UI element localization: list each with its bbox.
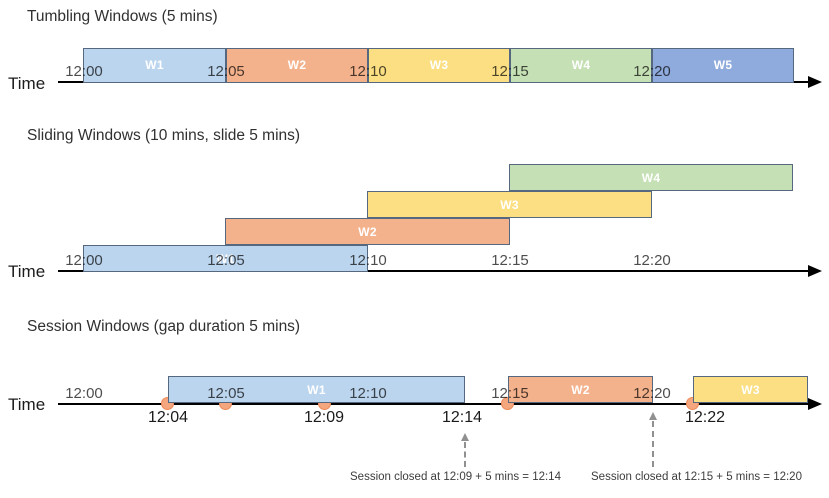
session-tick-1215: 12:15 xyxy=(491,385,529,402)
session-window-w2-label: W2 xyxy=(571,382,590,397)
session-annotation-2: Session closed at 12:15 + 5 mins = 12:20 xyxy=(591,471,802,483)
session-title: Session Windows (gap duration 5 mins) xyxy=(27,318,301,335)
sliding-window-w4-label: W4 xyxy=(641,170,661,185)
session-sub-label-1214: 12:14 xyxy=(441,409,483,426)
tumbling-window-w5: W5 xyxy=(652,48,794,83)
tumbling-window-w4: W4 xyxy=(510,48,652,83)
sliding-window-w4: W4 xyxy=(509,164,793,191)
tumbling-tick-1205: 12:05 xyxy=(207,63,245,80)
callout-arrow-up-icon-2 xyxy=(649,412,657,420)
session-window-w2: W2 xyxy=(508,376,653,403)
callout-arrow-line-1 xyxy=(464,442,466,467)
sliding-tick-1200: 12:00 xyxy=(65,252,103,269)
session-tick-1210: 12:10 xyxy=(349,385,387,402)
sliding-tick-1220: 12:20 xyxy=(633,252,671,269)
sliding-tick-1210: 12:10 xyxy=(349,252,387,269)
session-axis-arrow-icon xyxy=(808,398,822,410)
tumbling-tick-1200: 12:00 xyxy=(65,63,103,80)
session-tick-1205: 12:05 xyxy=(207,385,245,402)
sliding-time-axis-label: Time xyxy=(8,262,46,281)
session-window-w1: W1 xyxy=(168,376,465,403)
sliding-title: Sliding Windows (10 mins, slide 5 mins) xyxy=(27,127,301,144)
session-sub-label-1222: 12:22 xyxy=(684,409,726,426)
session-time-axis xyxy=(58,403,810,405)
session-window-w1-label: W1 xyxy=(307,382,326,397)
session-sub-label-1209: 12:09 xyxy=(303,409,345,426)
tumbling-window-w2-label: W2 xyxy=(287,58,307,72)
sliding-tick-1215: 12:15 xyxy=(491,252,529,269)
session-annotation-1: Session closed at 12:09 + 5 mins = 12:14 xyxy=(350,471,561,483)
session-sub-label-1204: 12:04 xyxy=(147,409,189,426)
callout-arrow-line-2 xyxy=(652,421,654,467)
sliding-window-w2-label: W2 xyxy=(358,224,377,239)
session-window-w3: W3 xyxy=(693,376,808,403)
sliding-window-w1-label: W1 xyxy=(216,251,235,266)
sliding-time-axis xyxy=(58,270,810,272)
tumbling-window-w5-label: W5 xyxy=(713,58,733,72)
session-window-w3-label: W3 xyxy=(741,382,760,397)
tumbling-tick-1220: 12:20 xyxy=(633,63,671,80)
tumbling-window-w3: W3 xyxy=(368,48,510,83)
tumbling-title: Tumbling Windows (5 mins) xyxy=(27,8,218,25)
tumbling-tick-1215: 12:15 xyxy=(491,63,529,80)
tumbling-axis-arrow-icon xyxy=(808,76,822,88)
sliding-window-w2: W2 xyxy=(225,218,510,245)
tumbling-window-w1-label: W1 xyxy=(145,58,164,72)
sliding-axis-arrow-icon xyxy=(808,265,822,277)
callout-arrow-up-icon-1 xyxy=(461,433,469,441)
tumbling-window-w2: W2 xyxy=(226,48,368,83)
tumbling-window-w1: W1 xyxy=(83,48,226,83)
session-tick-1220: 12:20 xyxy=(633,385,671,402)
tumbling-tick-1210: 12:10 xyxy=(349,63,387,80)
sliding-window-w1: W1 xyxy=(83,245,368,272)
sliding-window-w3: W3 xyxy=(367,191,652,218)
session-time-axis-label: Time xyxy=(8,395,46,414)
sliding-tick-1205: 12:05 xyxy=(207,252,245,269)
tumbling-time-axis-label: Time xyxy=(8,74,46,93)
tumbling-window-w3-label: W3 xyxy=(429,58,449,72)
sliding-window-w3-label: W3 xyxy=(500,197,519,212)
session-tick-1200: 12:00 xyxy=(65,385,103,402)
tumbling-window-w4-label: W4 xyxy=(571,58,591,72)
